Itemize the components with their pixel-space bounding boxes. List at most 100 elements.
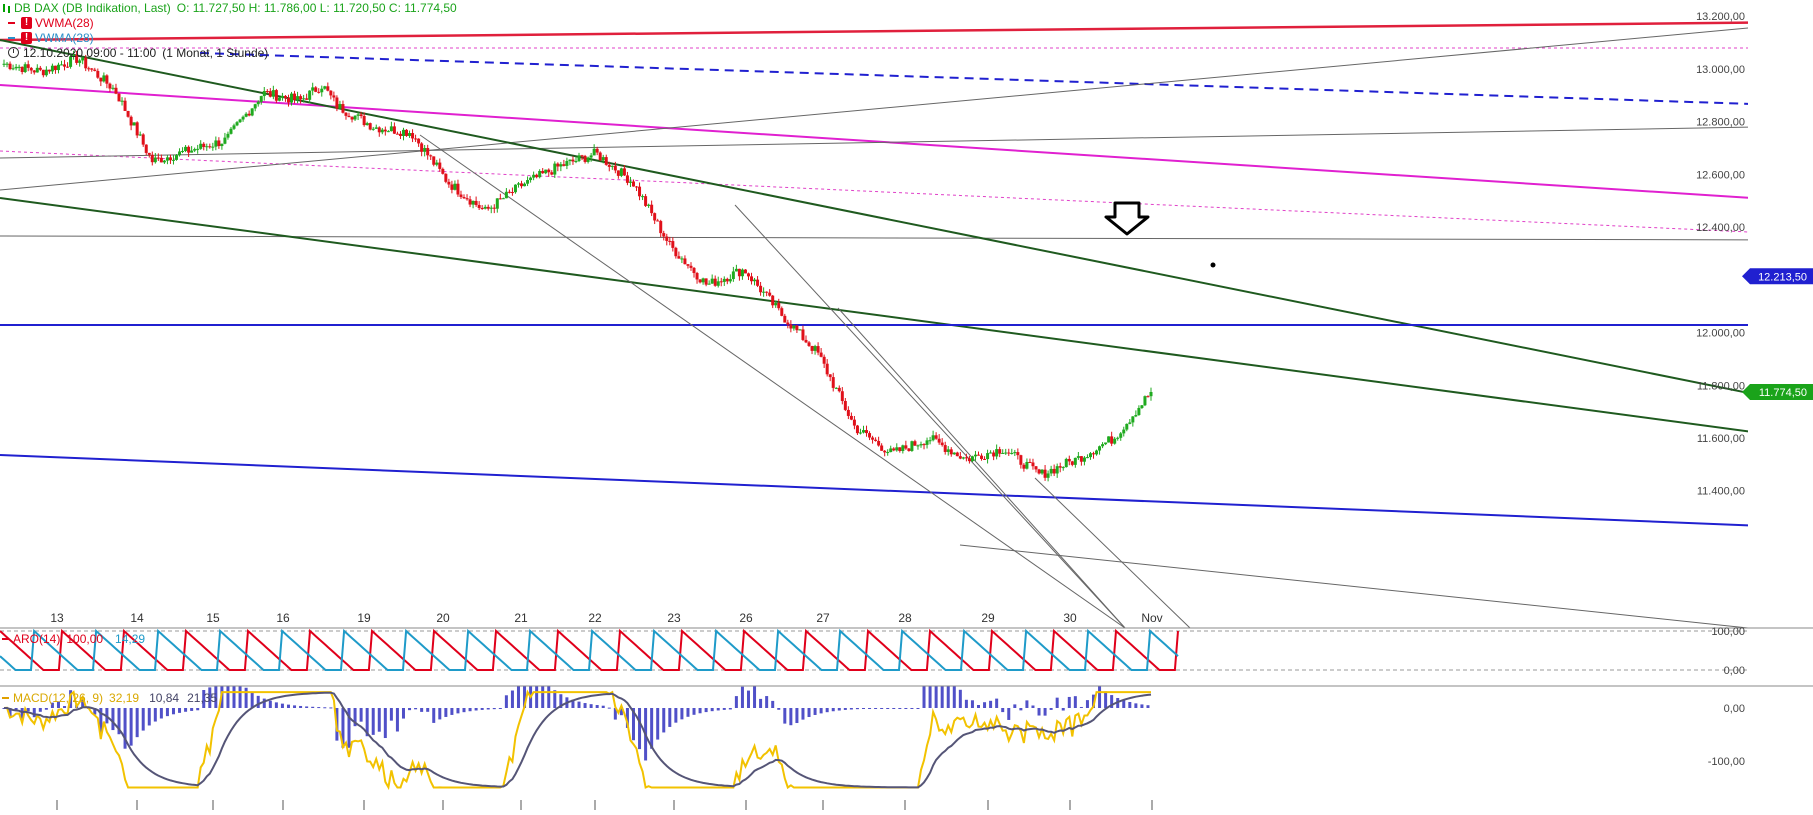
- candle-body: [414, 138, 418, 140]
- warning-icon[interactable]: !: [21, 16, 32, 29]
- candle-body: [526, 180, 530, 184]
- candle-body: [907, 448, 911, 451]
- indicator-row-1[interactable]: ! VWMA(28): [2, 15, 457, 30]
- candle-body: [296, 96, 300, 100]
- candle-body: [529, 177, 533, 181]
- macd-histogram-bar: [1037, 708, 1041, 716]
- candle-body: [510, 192, 514, 194]
- macd-histogram-bar: [541, 686, 545, 708]
- candle-body: [1113, 438, 1117, 444]
- candle-body: [141, 134, 145, 145]
- trend-line: [0, 39, 1748, 394]
- macd-histogram-bar: [819, 708, 823, 714]
- macd-histogram-bar: [680, 708, 684, 720]
- macd-histogram-bar: [813, 708, 817, 715]
- macd-histogram-bar: [1079, 706, 1083, 708]
- candle-body: [943, 445, 947, 452]
- candle-body: [411, 133, 415, 139]
- candle-body: [271, 90, 275, 97]
- candle-body: [973, 454, 977, 457]
- dash-icon: [8, 21, 15, 24]
- dash-icon: [2, 637, 9, 640]
- candle-body: [50, 65, 54, 72]
- candle-body: [816, 346, 820, 353]
- candle-body: [250, 108, 254, 116]
- candle-body: [256, 101, 260, 105]
- y-tick-label: 0,00: [1724, 703, 1745, 715]
- candle-body: [338, 104, 342, 109]
- candle-body: [72, 55, 76, 57]
- candle-body: [377, 127, 381, 133]
- candle-body: [964, 457, 968, 459]
- candle-body: [2, 63, 6, 65]
- indicator-row-2[interactable]: ! VWMA(28): [2, 30, 457, 45]
- candle-body: [1061, 467, 1065, 469]
- candle-body: [631, 181, 635, 187]
- macd-histogram-bar: [347, 708, 351, 748]
- macd-histogram-bar: [244, 687, 248, 708]
- y-tick-label: 100,00: [1711, 626, 1745, 638]
- candle-body: [1019, 455, 1023, 465]
- candle-body: [583, 155, 587, 162]
- candle-body: [53, 65, 57, 71]
- candle-body: [807, 342, 811, 346]
- instrument-name[interactable]: DB DAX (DB Indikation, Last): [14, 0, 171, 15]
- candle-body: [883, 450, 887, 453]
- candle-body: [474, 200, 478, 205]
- candle-body: [1013, 452, 1017, 454]
- candle-body: [444, 173, 448, 182]
- candle-body: [471, 200, 475, 205]
- candle-body: [650, 204, 654, 214]
- candle-body: [913, 441, 917, 446]
- macd-histogram-bar: [855, 708, 859, 710]
- trend-line: [0, 126, 1748, 159]
- macd-histogram-bar: [607, 707, 611, 709]
- macd-histogram-bar: [56, 701, 60, 708]
- candle-body: [498, 198, 502, 200]
- macd-histogram-bar: [256, 695, 260, 708]
- candle-body: [886, 452, 890, 454]
- candle-body: [262, 90, 266, 97]
- candle-body: [171, 159, 175, 161]
- x-tick-label: 13: [50, 611, 64, 625]
- macd-histogram-bar: [686, 708, 690, 717]
- candle-body: [111, 87, 115, 89]
- candle-body: [704, 278, 708, 285]
- aroon-title[interactable]: ARO(14): [13, 631, 61, 646]
- macd-histogram-bar: [765, 696, 769, 708]
- candle-body: [825, 363, 829, 375]
- candle-body: [489, 207, 493, 209]
- candle-body: [329, 90, 333, 96]
- candle-body: [165, 157, 169, 161]
- warning-icon[interactable]: !: [21, 31, 32, 44]
- macd-histogram-bar: [250, 692, 254, 708]
- indicator-label[interactable]: VWMA(28): [35, 30, 94, 45]
- candle-body: [1028, 461, 1032, 463]
- candle-body: [1088, 453, 1092, 458]
- macd-histogram-bar: [934, 686, 938, 708]
- macd-histogram-bar: [583, 703, 587, 708]
- candle-body: [1143, 396, 1147, 406]
- macd-histogram-bar: [1007, 708, 1011, 720]
- candle-body: [211, 146, 215, 148]
- candle-body: [35, 67, 39, 73]
- candle-body: [108, 83, 112, 89]
- macd-histogram-bar: [577, 701, 581, 708]
- candle-body: [280, 95, 284, 98]
- macd-histogram-bar: [299, 705, 303, 708]
- candle-body: [674, 247, 678, 257]
- candle-body: [855, 425, 859, 434]
- candle-body: [408, 133, 412, 136]
- candle-body: [114, 87, 118, 94]
- candle-body: [1001, 452, 1005, 454]
- macd-histogram-bar: [1104, 691, 1108, 708]
- indicator-label[interactable]: VWMA(28): [35, 15, 94, 30]
- candle-body: [653, 213, 657, 221]
- macd-histogram-bar: [710, 708, 714, 712]
- macd-histogram-bar: [184, 708, 188, 712]
- macd-title[interactable]: MACD(12, 26, 9): [13, 690, 104, 705]
- candle-body: [129, 116, 133, 126]
- macd-histogram-bar: [8, 708, 12, 717]
